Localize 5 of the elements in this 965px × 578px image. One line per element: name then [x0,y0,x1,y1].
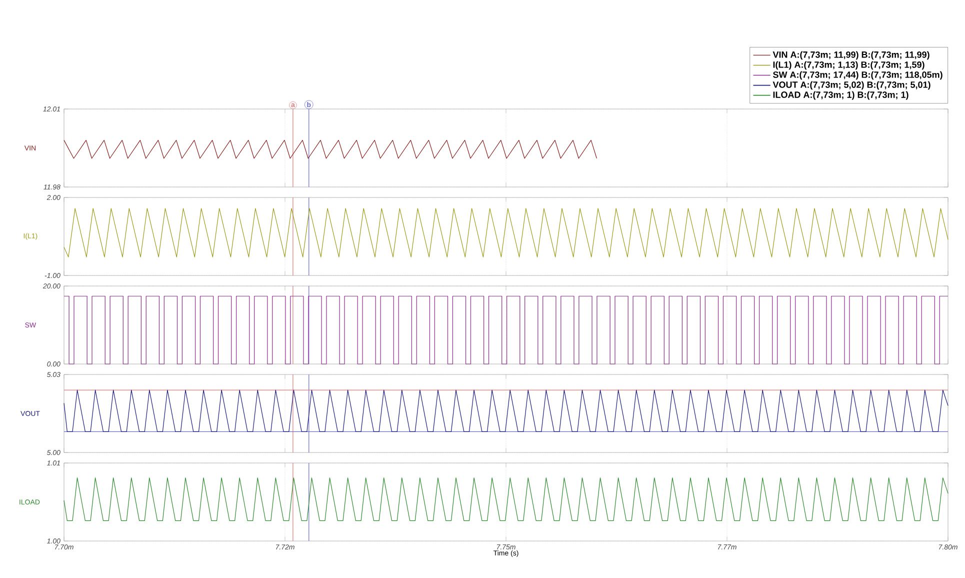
text: ILOAD A:(7,73m; 1) B:(7,73m; 1) [773,91,908,100]
text: I(L1) A:(7,73m; 1,13) B:(7,73m; 1,59) [773,61,924,70]
text: VOUT A:(7,73m; 5,02) B:(7,73m; 5,01) [772,81,930,90]
legend-label: VIN A:(7,73m; 11,99) B:(7,73m; 11,99) [772,51,930,60]
text: SW A:(7,73m; 17,44) B:(7,73m; 118,05m) [773,71,942,80]
